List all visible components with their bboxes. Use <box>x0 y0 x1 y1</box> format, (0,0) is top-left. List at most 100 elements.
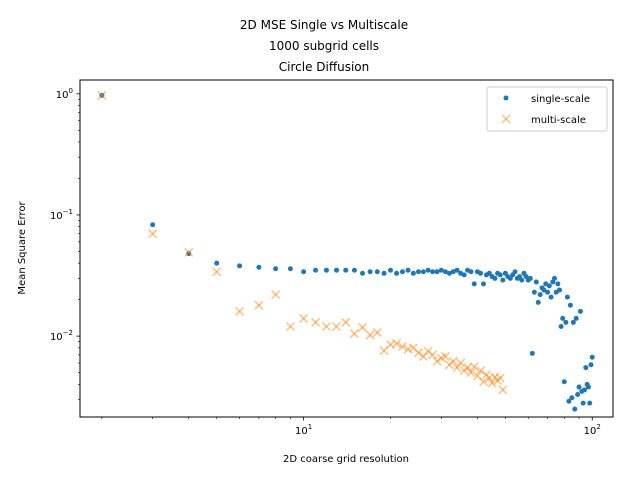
single-scale-point <box>567 302 573 308</box>
multi-scale-point <box>311 317 321 327</box>
single-scale-point <box>552 275 558 281</box>
axes-frame <box>79 79 614 418</box>
single-scale-point <box>492 275 498 281</box>
single-scale-point <box>576 384 582 390</box>
multi-scale-point <box>495 373 505 383</box>
single-scale-point <box>430 269 436 275</box>
single-scale-point <box>461 272 467 278</box>
multi-scale-point <box>331 321 342 332</box>
x-tick-label-exponent: 2 <box>596 423 600 431</box>
chart-title-line-2: 1000 subgrid cells <box>269 39 379 53</box>
multi-scale-point <box>357 322 368 332</box>
single-scale-point <box>477 270 483 276</box>
chart-title-line-3: Circle Diffusion <box>279 60 370 74</box>
legend: single-scale multi-scale <box>486 86 608 132</box>
series-single-scale <box>99 92 595 412</box>
multi-scale-point <box>254 300 264 310</box>
y-tick-label-exponent: 0 <box>69 87 73 95</box>
multi-scale-point <box>235 306 245 316</box>
legend-multi-scale-label: multi-scale <box>531 115 586 126</box>
single-scale-point <box>556 287 562 293</box>
multi-scale-point <box>466 368 476 378</box>
multi-scale-point <box>321 321 331 332</box>
single-scale-point <box>468 269 474 275</box>
single-scale-point <box>405 267 411 273</box>
multi-scale-point <box>341 317 351 327</box>
multi-scale-point <box>403 344 413 354</box>
single-scale-point <box>360 270 366 276</box>
single-scale-point <box>583 365 589 371</box>
single-scale-point <box>572 406 578 412</box>
single-scale-point <box>587 400 593 406</box>
single-scale-point <box>186 251 192 257</box>
single-scale-point <box>313 267 319 273</box>
multi-scale-point <box>478 377 489 387</box>
y-tick-label-exponent: −1 <box>63 208 73 216</box>
multi-scale-point <box>448 356 458 366</box>
single-scale-point <box>558 324 564 330</box>
x-tick-label-base: 10 <box>584 426 597 437</box>
single-scale-point <box>560 315 566 321</box>
multi-scale-point <box>498 385 508 395</box>
single-scale-point <box>569 395 575 401</box>
single-scale-point <box>561 379 567 385</box>
single-scale-point <box>333 267 339 273</box>
single-scale-point <box>442 269 448 275</box>
multi-scale-point <box>285 321 295 332</box>
single-scale-point <box>545 289 551 295</box>
single-scale-point <box>301 269 307 275</box>
multi-scale-point <box>212 267 222 277</box>
single-scale-point <box>237 263 243 269</box>
single-scale-point <box>256 264 262 270</box>
multi-scale-point <box>349 329 359 339</box>
single-scale-point <box>497 272 503 278</box>
legend-single-scale-marker <box>503 95 509 101</box>
y-tick-label: 10−1 <box>50 208 73 222</box>
chart-title-line-1: 2D MSE Single vs Multiscale <box>240 18 408 32</box>
single-scale-point <box>588 362 594 368</box>
single-scale-point <box>585 384 591 390</box>
x-tick-label-base: 10 <box>295 426 308 437</box>
single-scale-point <box>420 269 426 275</box>
single-scale-point <box>533 279 539 285</box>
single-scale-point <box>500 277 506 283</box>
single-scale-point <box>519 277 525 283</box>
multi-scale-point <box>469 362 479 372</box>
legend-box <box>486 86 608 132</box>
single-scale-point <box>529 350 535 356</box>
single-scale-point <box>577 308 583 314</box>
single-scale-point <box>214 260 220 266</box>
single-scale-point <box>512 269 518 275</box>
series-multi-scale <box>97 90 508 395</box>
multi-scale-point <box>271 290 281 300</box>
multi-scale-point <box>428 350 438 360</box>
single-scale-point <box>410 270 416 276</box>
single-scale-point <box>399 269 405 275</box>
y-tick-label-base: 10 <box>50 211 63 222</box>
single-scale-point <box>531 289 537 295</box>
single-scale-point <box>580 400 586 406</box>
multi-scale-point <box>440 351 450 361</box>
multi-scale-point <box>456 358 466 368</box>
legend-single-scale-label: single-scale <box>531 94 590 105</box>
x-tick-label: 101 <box>295 423 312 437</box>
single-scale-point <box>570 319 576 325</box>
single-scale-point <box>527 275 533 281</box>
single-scale-point <box>450 269 456 275</box>
single-scale-point <box>367 269 373 275</box>
single-scale-point <box>548 294 554 300</box>
multi-scale-point <box>365 330 375 340</box>
single-scale-point <box>546 283 552 289</box>
single-scale-point <box>555 281 561 287</box>
single-scale-point <box>438 267 444 273</box>
single-scale-point <box>434 269 440 275</box>
multi-scale-point <box>184 247 194 258</box>
single-scale-point <box>535 299 541 305</box>
multi-scale-point <box>299 313 309 323</box>
y-tick-label-base: 10 <box>50 332 63 343</box>
single-scale-point <box>374 269 380 275</box>
single-scale-point <box>481 281 487 287</box>
